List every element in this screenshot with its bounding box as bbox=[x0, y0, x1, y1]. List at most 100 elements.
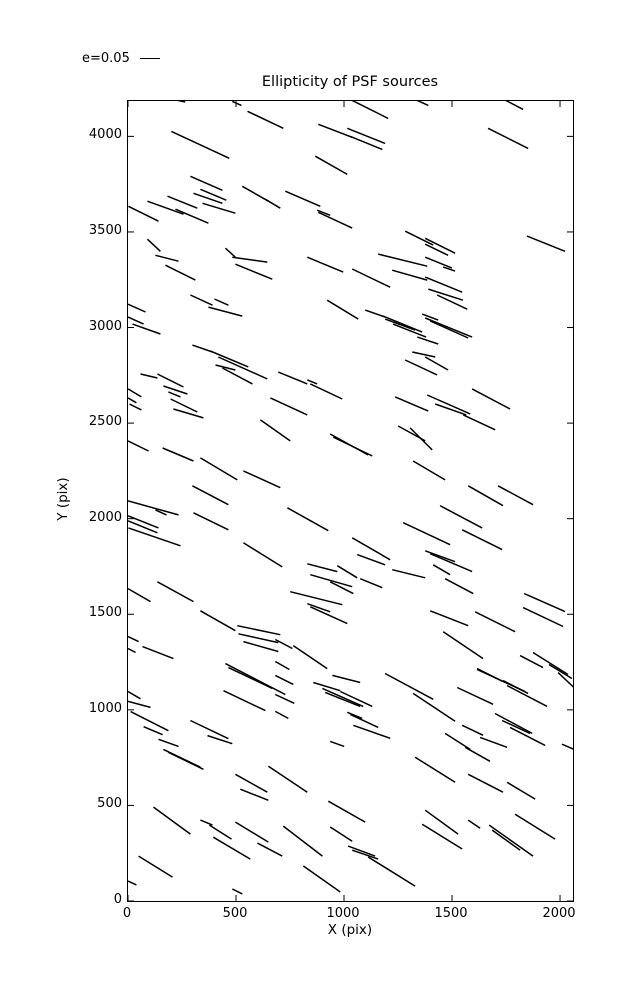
whisker-segment bbox=[417, 336, 439, 345]
whisker-segment bbox=[367, 856, 416, 887]
whisker-segment bbox=[224, 247, 236, 258]
whisker-segment bbox=[235, 263, 273, 280]
whisker-segment bbox=[416, 101, 429, 107]
whisker-segment bbox=[428, 288, 464, 301]
whisker-segment bbox=[429, 610, 469, 627]
whisker-segment bbox=[247, 110, 284, 129]
whisker-segment bbox=[351, 268, 391, 288]
whisker-segment bbox=[313, 681, 341, 692]
whisker-segment bbox=[329, 581, 354, 595]
whisker-segment bbox=[243, 640, 279, 653]
whisker-segment bbox=[329, 740, 345, 748]
whisker-segment bbox=[421, 313, 439, 321]
whisker-segment bbox=[171, 130, 230, 159]
whisker-segment bbox=[128, 520, 158, 534]
whisker-segment bbox=[155, 509, 167, 516]
whisker-segment bbox=[351, 537, 391, 561]
whisker-segment bbox=[132, 323, 161, 335]
x-tick-label: 1500 bbox=[434, 906, 468, 921]
whisker-segment bbox=[307, 256, 344, 273]
whisker-segment bbox=[394, 396, 429, 412]
whisker-segment bbox=[548, 663, 573, 680]
whisker-segment bbox=[128, 205, 159, 222]
whisker-segment bbox=[439, 505, 483, 529]
whisker-segment bbox=[162, 447, 194, 462]
whisker-segment bbox=[384, 672, 434, 700]
whisker-segment bbox=[414, 756, 456, 783]
whisker-segment bbox=[128, 587, 151, 603]
whisker-segment bbox=[153, 806, 191, 835]
whisker-segment bbox=[175, 208, 209, 224]
whisker-segment bbox=[501, 719, 531, 735]
whisker-segment bbox=[163, 385, 188, 395]
whisker-segment bbox=[382, 315, 423, 333]
whisker-segment bbox=[329, 826, 353, 842]
whisker-segment bbox=[212, 836, 251, 860]
whisker-segment bbox=[364, 309, 386, 318]
whisker-segment bbox=[332, 674, 361, 684]
whisker-segment bbox=[128, 700, 151, 709]
whisker-segment bbox=[143, 726, 163, 736]
whisker-segment bbox=[436, 294, 468, 310]
whisker-segment bbox=[424, 317, 473, 338]
whisker-segment bbox=[318, 123, 353, 139]
whisker-segment bbox=[177, 101, 186, 103]
whisker-segment bbox=[128, 316, 144, 325]
whisker-segment bbox=[190, 175, 223, 191]
whisker-segment bbox=[424, 356, 449, 371]
whisker-segment bbox=[378, 253, 428, 267]
whisker-segment bbox=[243, 542, 283, 568]
whisker-segment bbox=[274, 638, 293, 650]
whisker-segment bbox=[215, 364, 236, 371]
whisker-segment bbox=[165, 264, 196, 281]
whisker-segment bbox=[128, 440, 149, 452]
whisker-segment bbox=[170, 398, 198, 413]
y-tick-label: 0 bbox=[113, 892, 122, 907]
whisker-segment bbox=[488, 824, 534, 857]
whisker-segment bbox=[128, 500, 179, 516]
whisker-segment bbox=[467, 819, 481, 829]
legend-line-sample bbox=[139, 58, 160, 59]
whisker-segment bbox=[384, 318, 416, 331]
whisker-segment bbox=[207, 734, 233, 745]
y-tick-label: 3500 bbox=[88, 222, 122, 238]
whisker-segment bbox=[128, 880, 137, 886]
whisker-segment bbox=[274, 660, 290, 671]
y-tick-label: 500 bbox=[97, 796, 122, 812]
whisker-segment bbox=[128, 647, 136, 654]
whisker-segment bbox=[241, 185, 269, 202]
whisker-segment bbox=[467, 773, 504, 793]
whisker-segment bbox=[412, 351, 436, 358]
whisker-segment bbox=[223, 690, 266, 712]
whisker-segment bbox=[506, 684, 548, 708]
whisker-segment bbox=[128, 388, 142, 398]
whisker-segment bbox=[217, 356, 268, 380]
whisker-segment bbox=[225, 662, 286, 696]
whisker-segment bbox=[235, 773, 268, 793]
whisker-segment bbox=[157, 581, 194, 603]
whisker-segment bbox=[509, 726, 546, 747]
whisker-plot-canvas bbox=[128, 101, 573, 901]
whisker-segment bbox=[424, 276, 463, 293]
whisker-segment bbox=[274, 710, 289, 720]
whisker-segment bbox=[310, 573, 353, 588]
whisker-segment bbox=[326, 299, 359, 320]
whisker-segment bbox=[347, 711, 363, 720]
whisker-segment bbox=[347, 845, 376, 857]
whisker-segment bbox=[128, 303, 146, 313]
whisker-segment bbox=[426, 394, 471, 415]
whisker-segment bbox=[237, 624, 281, 636]
whisker-segment bbox=[424, 550, 456, 563]
whisker-segment bbox=[192, 344, 213, 353]
whisker-segment bbox=[444, 578, 474, 595]
whisker-segment bbox=[461, 724, 484, 736]
whisker-segment bbox=[494, 712, 533, 735]
whisker-segment bbox=[309, 606, 348, 625]
whisker-segment bbox=[302, 865, 341, 893]
whiskers-layer bbox=[128, 101, 573, 895]
whisker-segment bbox=[412, 460, 446, 481]
whisker-segment bbox=[523, 592, 566, 613]
whisker-segment bbox=[193, 512, 229, 531]
whisker-segment bbox=[157, 373, 184, 388]
whisker-segment bbox=[274, 674, 294, 686]
